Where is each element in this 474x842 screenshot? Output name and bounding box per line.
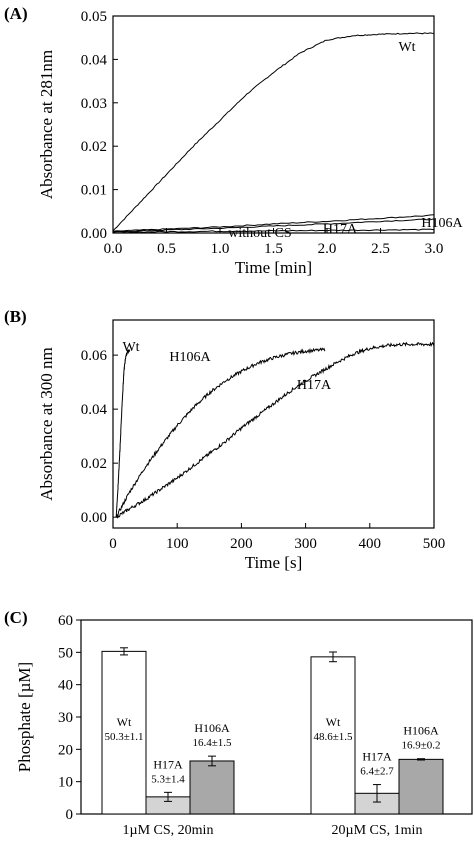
category-label: 20µM CS, 1min [332,823,423,838]
panel-a: (A) 0.0 0.5 1.0 1.5 2.0 2.5 3.0 0.00 0.01 0.02 0.03… [4,4,463,277]
y-tick-label: 0.02 [81,456,107,472]
y-tick-label: 0.03 [81,96,107,112]
series-line-wt [115,348,131,518]
x-tick-label: 0.5 [157,241,176,257]
x-tick-label: 200 [230,536,253,552]
y-axis-label: Absorbance at 281nm [37,50,56,199]
plot-frame [112,15,435,234]
x-tick-label: 400 [359,536,382,552]
bar-value-label: 6.4±2.7 [360,766,394,778]
x-tick-label: 2.5 [371,241,390,257]
series-label-h17a: H17A [297,378,332,393]
series-line-h106a [115,347,326,519]
x-tick-label: 1.0 [211,241,230,257]
y-axis-label: Phosphate [µM] [15,662,34,772]
panel-label: (A) [4,4,28,23]
series-label-h17a: H17A [323,222,358,237]
series-line-without-cs [112,228,435,234]
x-tick-label: 0.0 [104,241,123,257]
bar-value-label: 48.6±1.5 [313,731,353,743]
bar-value-label: 16.4±1.5 [192,737,232,749]
bar-value-label: 16.9±0.2 [401,740,440,752]
y-tick-label: 0.02 [81,139,107,155]
series-label-wt: Wt [122,340,139,355]
bar-name-label: H106A [194,721,230,735]
bar-name-label: Wt [117,715,132,729]
y-tick-label: 0.04 [81,52,108,68]
category-label: 1µM CS, 20min [123,823,214,838]
y-tick-label: 30 [58,710,73,726]
series-line-h17a [112,218,435,233]
bar-h106a [189,760,235,815]
y-tick-label: 20 [58,742,73,758]
y-tick-label: 0.00 [81,226,107,242]
y-tick-label: 10 [58,775,73,791]
y-tick-label: 60 [58,613,73,629]
bar-name-label: H106A [403,724,439,738]
x-tick-label: 300 [294,536,317,552]
x-axis-label: Time [s] [245,553,302,572]
series-label-h106a: H106A [169,350,211,365]
bar-h106a [398,758,444,815]
panel-b: (B) 0 100 200 300 400 500 0.00 0.02 0.04 0.06 Time … [4,307,445,572]
y-tick-label: 0.00 [81,510,107,526]
y-tick-label: 0.01 [81,183,107,199]
x-tick-label: 2.0 [318,241,337,257]
panel-label: (C) [4,608,28,627]
x-tick-label: 0 [109,536,117,552]
series-line-wt [112,32,435,232]
bar-wt [101,650,147,815]
series-label-without-cs: without CS [228,226,291,241]
bar-name-label: Wt [326,715,341,729]
bar-name-label: H17A [362,750,392,764]
panel-label: (B) [4,307,27,326]
y-tick-label: 40 [58,678,73,694]
bar-value-label: 5.3±1.4 [151,773,185,785]
bar-value-label: 50.3±1.1 [104,731,143,743]
y-tick-label: 0 [66,807,74,823]
y-tick-label: 50 [58,645,73,661]
plot-frame [112,319,435,529]
x-tick-label: 100 [166,536,189,552]
x-axis-label: Time [min] [235,258,312,277]
x-tick-label: 500 [423,536,446,552]
y-axis-label: Absorbance at 300 nm [37,347,56,500]
y-tick-label: 0.05 [81,9,107,25]
bar-name-label: H17A [153,757,183,771]
series-line-h17a [115,341,435,519]
x-tick-label: 1.5 [264,241,283,257]
series-label-wt: Wt [398,40,415,55]
y-tick-label: 0.06 [81,348,108,364]
panel-c: (C) 0 10 20 30 40 50 60 Phosphate [µM] 1µM CS, 20… [4,608,473,838]
x-tick-label: 3.0 [425,241,444,257]
y-tick-label: 0.04 [81,402,108,418]
